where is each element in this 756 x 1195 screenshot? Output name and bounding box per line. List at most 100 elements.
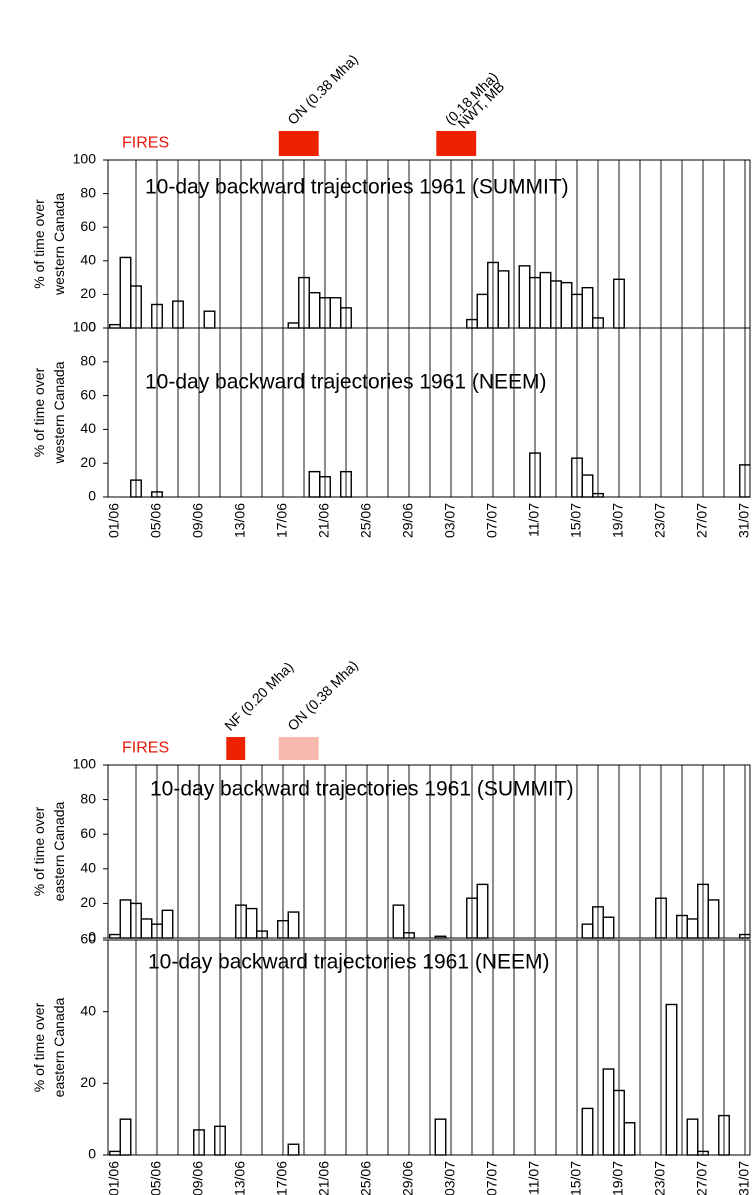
x-tick-label: 09/06 [190, 1161, 206, 1195]
step-bar [340, 470, 352, 498]
y-tick-label: 20 [80, 285, 96, 301]
step-bar [623, 1122, 636, 1156]
step-bar [655, 897, 667, 939]
y-axis-label-line: western Canada [51, 193, 67, 296]
step-bar [476, 883, 489, 939]
step-bar [602, 1068, 615, 1156]
step-bar [109, 1150, 121, 1156]
fire-period [278, 131, 319, 156]
x-tick-label: 15/07 [568, 1161, 584, 1195]
y-tick-label: 80 [80, 353, 96, 369]
x-tick-label: 13/06 [232, 503, 248, 538]
fire-label: ON (0.38 Mha) [284, 657, 361, 734]
step-bar [718, 1114, 730, 1156]
plot-frame [107, 327, 751, 498]
y-tick-label: 0 [88, 488, 96, 504]
y-axis-label-line: % of time over [31, 199, 47, 289]
step-bar [161, 909, 174, 939]
step-bar [392, 904, 405, 939]
step-bar [203, 310, 216, 329]
x-tick-label: 27/07 [694, 1161, 710, 1195]
x-tick-label: 11/07 [526, 503, 542, 537]
x-tick-label: 15/07 [568, 503, 584, 538]
step-bar [581, 286, 594, 329]
step-bar [130, 479, 142, 498]
y-tick-label: 20 [80, 454, 96, 470]
step-bar [287, 322, 300, 329]
step-bar [686, 918, 699, 939]
step-bar [287, 911, 300, 939]
y-tick-label: 20 [80, 1074, 96, 1090]
step-bar [140, 918, 153, 939]
x-tick-label: 21/06 [316, 1161, 332, 1195]
y-tick-label: 20 [80, 894, 96, 910]
panel-title: 10-day backward trajectories 1961 (SUMMI… [145, 176, 569, 199]
step-bar [109, 323, 121, 329]
x-tick-label: 23/07 [652, 503, 668, 538]
x-tick-label: 03/07 [442, 503, 458, 538]
y-tick-label: 100 [73, 151, 97, 167]
x-tick-label: 29/06 [400, 503, 416, 538]
fire-period [226, 737, 246, 760]
y-axis-label-line: % of time over [31, 367, 47, 457]
x-tick-label: 31/07 [736, 1161, 752, 1195]
step-bar [403, 932, 415, 939]
fire-label: ON (0.38 Mha) [284, 51, 361, 128]
fire-period [278, 737, 319, 760]
step-bar [560, 281, 573, 329]
step-bar [329, 297, 342, 329]
step-bar [581, 474, 594, 498]
step-bar [476, 293, 489, 329]
y-tick-label: 60 [80, 825, 96, 841]
step-bar [308, 470, 321, 498]
y-tick-label: 40 [80, 420, 96, 436]
x-tick-label: 01/06 [106, 1161, 122, 1195]
step-bar [497, 270, 510, 329]
step-bar [665, 1003, 678, 1156]
x-tick-label: 17/06 [274, 503, 290, 538]
step-bar [707, 899, 720, 939]
x-tick-label: 29/06 [400, 1161, 416, 1195]
step-bar [434, 935, 447, 939]
x-tick-label: 31/07 [736, 503, 752, 538]
x-tick-label: 23/07 [652, 1161, 668, 1195]
x-tick-label: 25/06 [358, 503, 374, 538]
step-bar [739, 464, 750, 498]
step-bar [539, 271, 552, 329]
y-axis-label: % of time over western Canada [31, 193, 67, 296]
y-tick-label: 40 [80, 860, 96, 876]
x-tick-label: 17/06 [274, 1161, 290, 1195]
y-tick-label: 80 [80, 790, 96, 806]
y-axis-label-line: % of time over [31, 1002, 47, 1092]
plot-frame [107, 939, 751, 1156]
step-bar [592, 492, 604, 498]
fire-period [436, 131, 477, 156]
step-bar [739, 933, 750, 939]
series [109, 883, 750, 939]
x-tick-label: 11/07 [526, 1161, 542, 1195]
y-axis-label-line: western Canada [51, 361, 67, 464]
step-bar [308, 292, 321, 329]
y-tick-label: 100 [73, 756, 97, 772]
step-bar [319, 476, 331, 498]
step-bar [109, 933, 121, 939]
x-tick-label: 05/06 [148, 503, 164, 538]
y-axis-label-line: eastern Canada [51, 801, 67, 901]
panel-title: 10-day backward trajectories 1961 (NEEM) [145, 371, 547, 394]
panel-title: 10-day backward trajectories 1961 (NEEM) [148, 951, 550, 974]
x-tick-label: 07/07 [484, 503, 500, 538]
step-bar [697, 1150, 709, 1156]
y-tick-label: 100 [73, 319, 97, 335]
step-bar [686, 1118, 699, 1156]
step-bar [287, 1143, 300, 1156]
x-tick-label: 01/06 [106, 503, 122, 538]
panel-title: 10-day backward trajectories 1961 (SUMMI… [150, 778, 574, 801]
step-bar [256, 930, 268, 939]
y-axis-label: % of time over western Canada [31, 361, 67, 464]
step-bar [581, 923, 594, 939]
step-bar [119, 1118, 132, 1156]
x-tick-label: 19/07 [610, 503, 626, 538]
x-tick-label: 21/06 [316, 503, 332, 538]
step-bar [119, 899, 132, 939]
